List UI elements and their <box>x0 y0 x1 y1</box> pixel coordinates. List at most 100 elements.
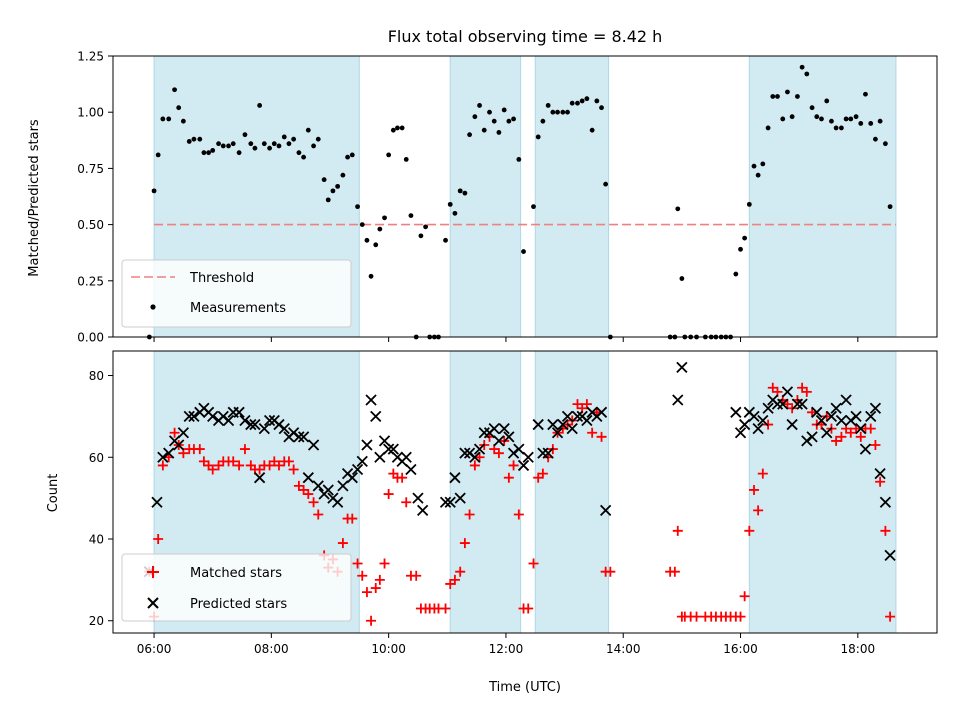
measurement-point <box>594 98 600 104</box>
predicted-stars-point <box>537 447 549 459</box>
predicted-stars-point <box>600 504 612 517</box>
measurement-point <box>789 114 795 120</box>
measurement-point <box>197 136 203 142</box>
measurement-point <box>418 233 424 239</box>
measurement-point <box>531 204 536 210</box>
measurement-point <box>472 114 478 120</box>
measurement-point <box>151 188 157 194</box>
matched-stars-point <box>528 558 539 569</box>
top-shade-2 <box>534 55 610 338</box>
measurement-point <box>230 141 236 147</box>
bottom-x-tick-label-3: 12:00 <box>489 642 524 656</box>
bottom-plot-frame <box>112 350 938 634</box>
measurement-point <box>457 188 463 194</box>
legend-predicted-label: Predicted stars <box>190 597 287 612</box>
matched-stars-point <box>880 525 891 536</box>
matched-stars-point <box>370 583 381 594</box>
measurement-point <box>236 150 242 156</box>
measurement-point <box>242 132 248 138</box>
predicted-stars-point <box>542 447 554 459</box>
measurement-point <box>261 141 267 147</box>
bottom-x-tick-label-1: 08:00 <box>254 642 289 656</box>
measurement-point <box>868 121 874 126</box>
top-marks <box>146 64 896 340</box>
measurement-point <box>858 121 864 126</box>
measurement-point <box>252 145 258 151</box>
predicted-stars-point <box>498 423 510 435</box>
measurement-point <box>226 143 231 149</box>
measurement-point <box>506 118 512 124</box>
matched-stars-point <box>352 558 363 569</box>
top-shade-1 <box>449 55 522 338</box>
measurement-point <box>216 141 221 147</box>
predicted-stars-point <box>865 410 877 423</box>
bottom-x-tick-label-4: 14:00 <box>606 642 641 656</box>
matched-stars-point <box>228 456 239 467</box>
predicted-stars-point <box>811 406 823 418</box>
measurement-point <box>833 125 839 131</box>
measurement-point <box>257 103 263 108</box>
measurement-point <box>452 210 458 216</box>
matched-stars-point <box>440 603 451 614</box>
matched-stars-point <box>303 489 314 500</box>
legend-measurements-swatch <box>150 304 156 310</box>
matched-stars-point <box>374 574 385 585</box>
measurement-point <box>760 161 766 167</box>
predicted-stars-point <box>454 492 466 504</box>
predicted-stars-point <box>222 414 235 427</box>
bottom-shade-3 <box>748 350 897 634</box>
predicted-stars-point <box>383 443 395 455</box>
measurement-point <box>377 226 383 232</box>
measurement-point <box>325 197 331 203</box>
measurement-point <box>603 181 609 187</box>
predicted-stars-point <box>840 394 852 406</box>
matched-stars-point <box>493 448 504 459</box>
predicted-stars-point <box>771 398 784 410</box>
measurement-point <box>814 114 820 120</box>
measurement-point <box>550 109 556 115</box>
bottom-panel: 06:00 08:00 10:00 12:00 14:00 16:00 18:00 20 40 6… <box>46 350 938 695</box>
bottom-y-tick-label-1: 40 <box>89 533 104 547</box>
predicted-stars-point <box>346 472 358 484</box>
bottom-x-tick-label-5: 16:00 <box>723 642 758 656</box>
predicted-stars-point <box>337 480 349 492</box>
measurement-point <box>477 103 482 108</box>
measurement-point <box>751 163 757 169</box>
predicted-stars-point <box>513 443 525 455</box>
legend-threshold-label: Threshold <box>189 271 254 286</box>
matched-stars-point <box>397 472 408 483</box>
measurement-point <box>355 204 360 210</box>
matched-stars-point <box>587 427 598 438</box>
predicted-stars-point <box>444 496 456 508</box>
measurement-point <box>364 237 370 243</box>
matched-stars-point <box>283 456 294 467</box>
top-legend-box <box>121 259 352 328</box>
matched-stars-point <box>383 489 394 500</box>
measurement-point <box>166 116 172 122</box>
predicted-stars-point <box>302 472 314 484</box>
legend-matched-label: Matched stars <box>190 566 282 581</box>
predicted-stars-point <box>557 418 569 431</box>
predicted-stars-point <box>884 549 896 561</box>
matched-stars-point <box>474 452 485 463</box>
measurement-point <box>579 98 585 104</box>
predicted-stars-point <box>488 423 500 435</box>
measurement-point <box>824 98 830 104</box>
predicted-stars-point <box>263 414 276 427</box>
predicted-stars-point <box>253 472 266 484</box>
matched-stars-point <box>366 615 377 626</box>
measurement-point <box>286 141 292 147</box>
measurement-point <box>839 125 844 131</box>
measurement-point <box>809 105 815 111</box>
predicted-stars-point <box>595 406 608 418</box>
predicted-stars-point <box>815 414 828 427</box>
bottom-x-tick-label-0: 06:00 <box>137 642 172 656</box>
matched-stars-point <box>596 431 607 442</box>
predicted-stars-point <box>781 386 794 398</box>
predicted-stars-point <box>825 410 838 423</box>
predicted-stars-point <box>293 431 305 443</box>
measurement-point <box>589 127 595 133</box>
matched-stars-point <box>672 525 683 536</box>
measurement-point <box>799 64 805 70</box>
measurement-point <box>575 100 580 106</box>
